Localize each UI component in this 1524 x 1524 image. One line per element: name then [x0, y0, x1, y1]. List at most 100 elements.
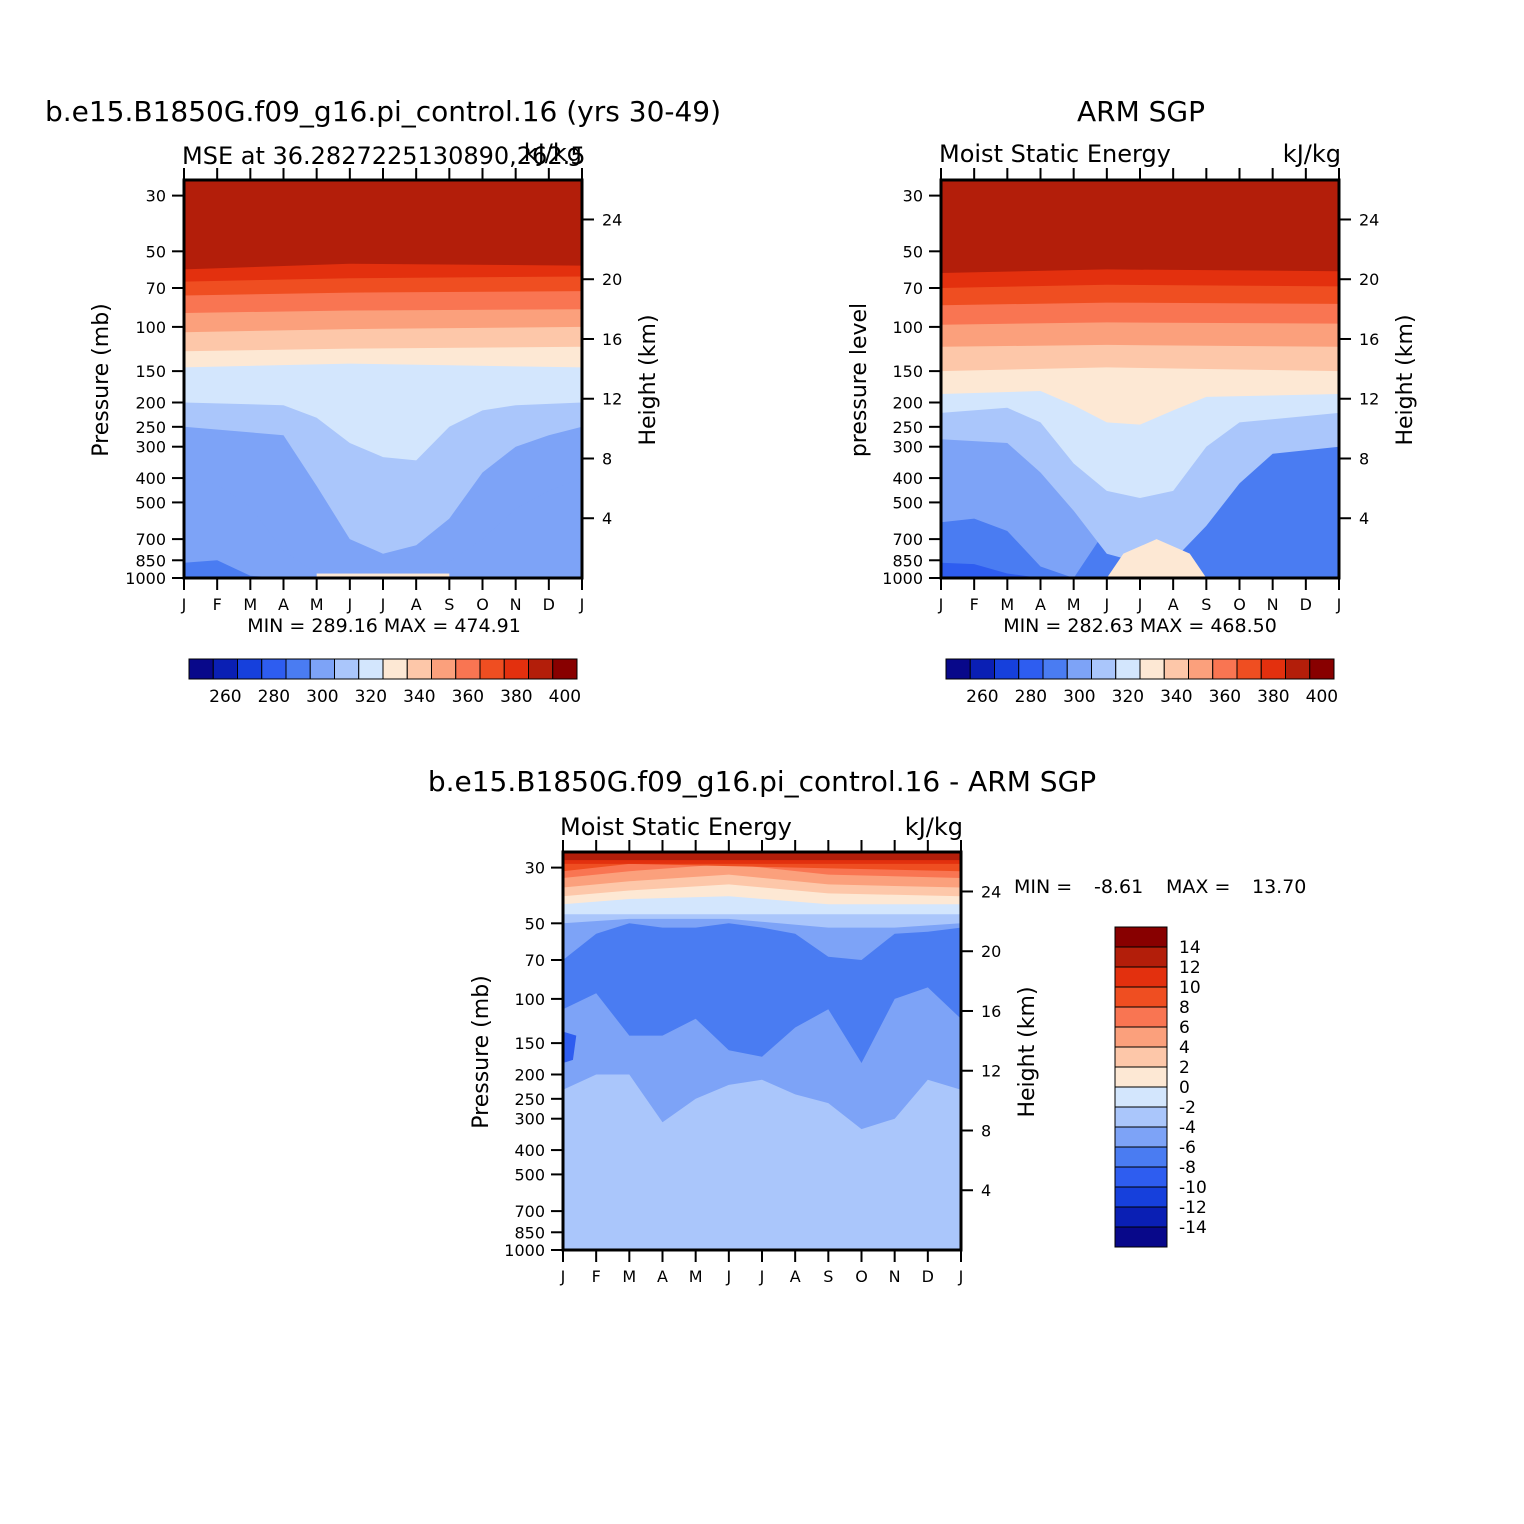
- obs-height-ticks: 24 20 16 12 8 4: [1339, 210, 1379, 528]
- diff-cbar-box-15: [1114, 1226, 1168, 1248]
- diff-ytick-label-12: 1000: [504, 1241, 545, 1260]
- diff-cbar-label-7: 0: [1179, 1078, 1190, 1098]
- diff-max-label: MAX =: [1166, 876, 1230, 898]
- diff-xtick-label-7: A: [790, 1267, 801, 1286]
- model-xtick-label-8: S: [444, 595, 454, 614]
- obs-cbar-label-6: 380: [1257, 687, 1289, 707]
- obs-cbar-box-0: [945, 658, 971, 680]
- obs-xtick-label-3: A: [1035, 595, 1046, 614]
- obs-ytick-label-8: 400: [892, 469, 923, 488]
- diff-cbar-box-13: [1114, 1186, 1168, 1208]
- obs-cbar-label-1: 280: [1015, 687, 1047, 707]
- diff-htick-label-5: 4: [981, 1181, 991, 1200]
- obs-ytick-label-1: 50: [903, 242, 923, 261]
- obs-xtick-label-5: J: [1103, 595, 1109, 614]
- obs-ytick-label-7: 300: [892, 438, 923, 457]
- panel-obs-title: ARM SGP: [1077, 95, 1205, 128]
- model-cbar-box-1: [212, 658, 238, 680]
- obs-cbar-box-2: [994, 658, 1020, 680]
- diff-cbar-label-12: -10: [1179, 1178, 1207, 1198]
- obs-ytick-label-2: 70: [903, 279, 923, 298]
- obs-cbar-box-14: [1285, 658, 1311, 680]
- diff-ytick-label-0: 30: [525, 859, 545, 878]
- diff-htick-label-4: 8: [981, 1121, 991, 1140]
- model-cbar-label-2: 300: [306, 687, 338, 707]
- panel-obs-left-label: Moist Static Energy: [939, 140, 1171, 168]
- diff-min-label: MIN =: [1014, 876, 1072, 898]
- diff-cbar-box-4: [1114, 1006, 1168, 1028]
- model-cbar-label-0: 260: [209, 687, 241, 707]
- obs-cbar-box-4: [1042, 658, 1068, 680]
- obs-ytick-label-10: 700: [892, 530, 923, 549]
- model-cbar-box-7: [358, 658, 384, 680]
- obs-cbar-label-7: 400: [1306, 687, 1338, 707]
- diff-min-value: -8.61: [1094, 876, 1143, 898]
- obs-band-10: [941, 180, 1339, 273]
- diff-ytick-label-4: 150: [514, 1034, 545, 1053]
- obs-ylabel: pressure level: [847, 303, 872, 457]
- diff-ytick-label-7: 300: [514, 1110, 545, 1129]
- diff-xtick-label-10: N: [889, 1267, 901, 1286]
- obs-cbar-box-15: [1309, 658, 1335, 680]
- diff-ylabel-right: Height (km): [1015, 986, 1040, 1117]
- obs-ytick-label-4: 150: [892, 362, 923, 381]
- model-cbar-box-8: [382, 658, 408, 680]
- diff-contour-field: [563, 852, 961, 1250]
- obs-xtick-label-11: D: [1300, 595, 1312, 614]
- diff-cbar-label-9: -4: [1179, 1118, 1196, 1138]
- model-ytick-label-0: 30: [146, 187, 166, 206]
- model-xtick-label-6: J: [380, 595, 386, 614]
- diff-cbar-box-14: [1114, 1206, 1168, 1228]
- obs-colorbar: 260 280 300 320 340 360 380 400: [945, 658, 1338, 707]
- diff-cbar-box-8: [1114, 1086, 1168, 1108]
- obs-cbar-label-2: 300: [1063, 687, 1095, 707]
- obs-htick-label-0: 24: [1359, 210, 1379, 229]
- obs-htick-label-1: 20: [1359, 270, 1379, 289]
- model-xtick-label-11: D: [543, 595, 555, 614]
- model-min-max: MIN = 289.16 MAX = 474.91: [247, 615, 521, 637]
- model-xtick-label-9: O: [476, 595, 489, 614]
- model-htick-label-5: 4: [602, 509, 612, 528]
- diff-ytick-label-11: 850: [514, 1223, 545, 1242]
- model-cbar-box-13: [503, 658, 529, 680]
- obs-xtick-label-12: J: [1336, 595, 1342, 614]
- model-xtick-label-7: A: [411, 595, 422, 614]
- diff-cbar-label-5: 4: [1179, 1038, 1190, 1058]
- panel-obs-units: kJ/kg: [1283, 140, 1341, 168]
- model-cbar-label-4: 340: [403, 687, 435, 707]
- panel-diff-left-label: Moist Static Energy: [560, 813, 792, 841]
- diff-band-3: [563, 1031, 577, 1063]
- obs-cbar-label-3: 320: [1112, 687, 1144, 707]
- panel-obs: ARM SGP Moist Static Energy kJ/kg 30 50 70…: [847, 95, 1418, 707]
- model-ytick-label-11: 850: [135, 551, 166, 570]
- diff-xtick-label-1: F: [592, 1267, 601, 1286]
- model-contour-field: [184, 180, 582, 578]
- diff-cbar-box-12: [1114, 1166, 1168, 1188]
- model-ytick-label-8: 400: [135, 469, 166, 488]
- diff-cbar-label-1: 12: [1179, 958, 1201, 978]
- obs-htick-label-5: 4: [1359, 509, 1369, 528]
- obs-xtick-label-2: M: [1000, 595, 1014, 614]
- model-xtick-label-0: J: [181, 595, 187, 614]
- diff-height-ticks: 24 20 16 12 8 4: [961, 882, 1001, 1200]
- model-cbar-label-3: 320: [355, 687, 387, 707]
- diff-band-13: [563, 852, 961, 861]
- obs-xtick-label-1: F: [970, 595, 979, 614]
- diff-cbar-box-7: [1114, 1066, 1168, 1088]
- model-cbar-label-6: 380: [500, 687, 532, 707]
- diff-xtick-label-5: J: [725, 1267, 731, 1286]
- obs-min-max: MIN = 282.63 MAX = 468.50: [1003, 615, 1277, 637]
- diff-cbar-box-11: [1114, 1146, 1168, 1168]
- diff-htick-label-1: 20: [981, 942, 1001, 961]
- model-xtick-label-1: F: [213, 595, 222, 614]
- model-cbar-box-9: [406, 658, 432, 680]
- diff-cbar-label-2: 10: [1179, 978, 1201, 998]
- diff-ytick-label-9: 500: [514, 1165, 545, 1184]
- model-xtick-label-3: A: [278, 595, 289, 614]
- model-height-ticks: 24 20 16 12 8 4: [582, 210, 622, 528]
